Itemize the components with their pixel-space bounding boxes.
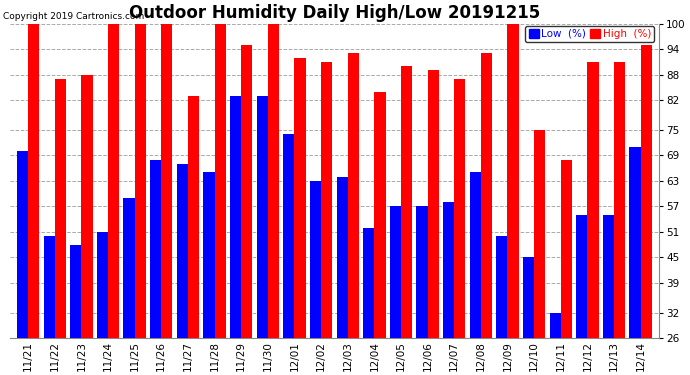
- Bar: [284, 134, 295, 338]
- Bar: [150, 160, 161, 338]
- Bar: [348, 54, 359, 338]
- Bar: [507, 24, 519, 338]
- Bar: [363, 228, 375, 338]
- Bar: [496, 236, 507, 338]
- Bar: [443, 202, 454, 338]
- Bar: [549, 313, 561, 338]
- Bar: [161, 24, 172, 338]
- Bar: [17, 151, 28, 338]
- Bar: [454, 79, 465, 338]
- Bar: [603, 215, 614, 338]
- Bar: [587, 62, 598, 338]
- Bar: [295, 58, 306, 338]
- Bar: [337, 177, 348, 338]
- Bar: [390, 206, 401, 338]
- Bar: [97, 232, 108, 338]
- Bar: [108, 24, 119, 338]
- Bar: [523, 257, 534, 338]
- Bar: [561, 160, 572, 338]
- Bar: [241, 45, 253, 338]
- Title: Outdoor Humidity Daily High/Low 20191215: Outdoor Humidity Daily High/Low 20191215: [129, 4, 540, 22]
- Bar: [576, 215, 587, 338]
- Legend: Low  (%), High  (%): Low (%), High (%): [525, 26, 654, 42]
- Bar: [401, 66, 412, 338]
- Text: Copyright 2019 Cartronics.com: Copyright 2019 Cartronics.com: [3, 12, 144, 21]
- Bar: [55, 79, 66, 338]
- Bar: [321, 62, 333, 338]
- Bar: [416, 206, 428, 338]
- Bar: [375, 92, 386, 338]
- Bar: [629, 147, 640, 338]
- Bar: [204, 172, 215, 338]
- Bar: [614, 62, 625, 338]
- Bar: [268, 24, 279, 338]
- Bar: [135, 24, 146, 338]
- Bar: [188, 96, 199, 338]
- Bar: [640, 45, 652, 338]
- Bar: [215, 24, 226, 338]
- Bar: [177, 164, 188, 338]
- Bar: [124, 198, 135, 338]
- Bar: [28, 24, 39, 338]
- Bar: [534, 130, 545, 338]
- Bar: [481, 54, 492, 338]
- Bar: [310, 181, 321, 338]
- Bar: [428, 70, 439, 338]
- Bar: [70, 244, 81, 338]
- Bar: [230, 96, 241, 338]
- Bar: [43, 236, 55, 338]
- Bar: [81, 75, 92, 338]
- Bar: [470, 172, 481, 338]
- Bar: [257, 96, 268, 338]
